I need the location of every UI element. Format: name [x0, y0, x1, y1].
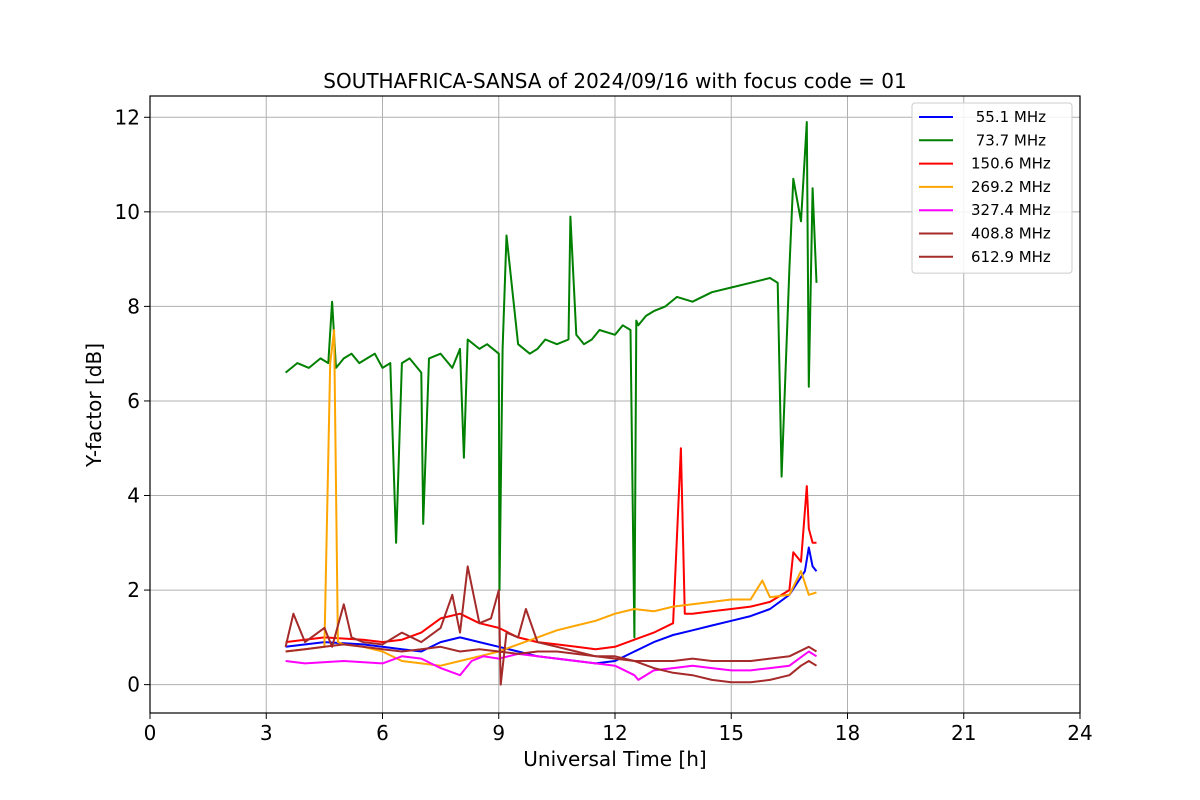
y-tick-label: 10 — [115, 200, 140, 224]
y-axis-label: Y-factor [dB] — [82, 343, 106, 468]
x-tick-label: 21 — [951, 721, 976, 745]
x-tick-label: 18 — [835, 721, 860, 745]
x-tick-label: 12 — [602, 721, 627, 745]
legend: 55.1 MHz 73.7 MHz 150.6 MHz 269.2 MHz 327.4… — [911, 102, 1073, 274]
legend-label: 612.9 MHz — [971, 248, 1051, 266]
y-tick-label: 8 — [127, 294, 140, 318]
x-tick-label: 15 — [719, 721, 744, 745]
series-line-5 — [285, 643, 818, 662]
legend-box — [911, 102, 1073, 274]
x-axis-label: Universal Time [h] — [523, 747, 706, 771]
legend-label: 327.4 MHz — [971, 201, 1051, 219]
x-tick-label: 9 — [492, 721, 505, 745]
x-tick-label: 6 — [376, 721, 389, 745]
y-tick-label: 12 — [115, 105, 140, 129]
grid-lines — [149, 96, 1081, 713]
series-line-2 — [285, 447, 817, 651]
y-tick-label: 2 — [127, 578, 140, 602]
x-tick-label: 3 — [260, 721, 273, 745]
x-tick-label: 0 — [144, 721, 157, 745]
series-line-3 — [285, 329, 817, 667]
x-tick-label: 24 — [1067, 721, 1092, 745]
series-line-1 — [284, 121, 818, 639]
series-lines — [284, 121, 818, 686]
legend-label: 408.8 MHz — [971, 225, 1051, 243]
chart-title: SOUTHAFRICA-SANSA of 2024/09/16 with foc… — [323, 69, 907, 93]
series-line-6 — [284, 565, 818, 686]
y-tick-label: 6 — [127, 389, 140, 413]
y-tick-label: 4 — [127, 484, 140, 508]
legend-label: 73.7 MHz — [971, 131, 1046, 149]
legend-label: 55.1 MHz — [971, 108, 1046, 126]
legend-label: 150.6 MHz — [971, 155, 1051, 173]
y-tick-label: 0 — [127, 673, 140, 697]
legend-label: 269.2 MHz — [971, 178, 1051, 196]
y-axis-ticks: 0 2 4 6 8 10 12 — [115, 105, 150, 697]
x-axis-ticks: 0 3 6 9 12 15 18 21 24 — [144, 713, 1093, 745]
series-line-4 — [285, 650, 818, 681]
